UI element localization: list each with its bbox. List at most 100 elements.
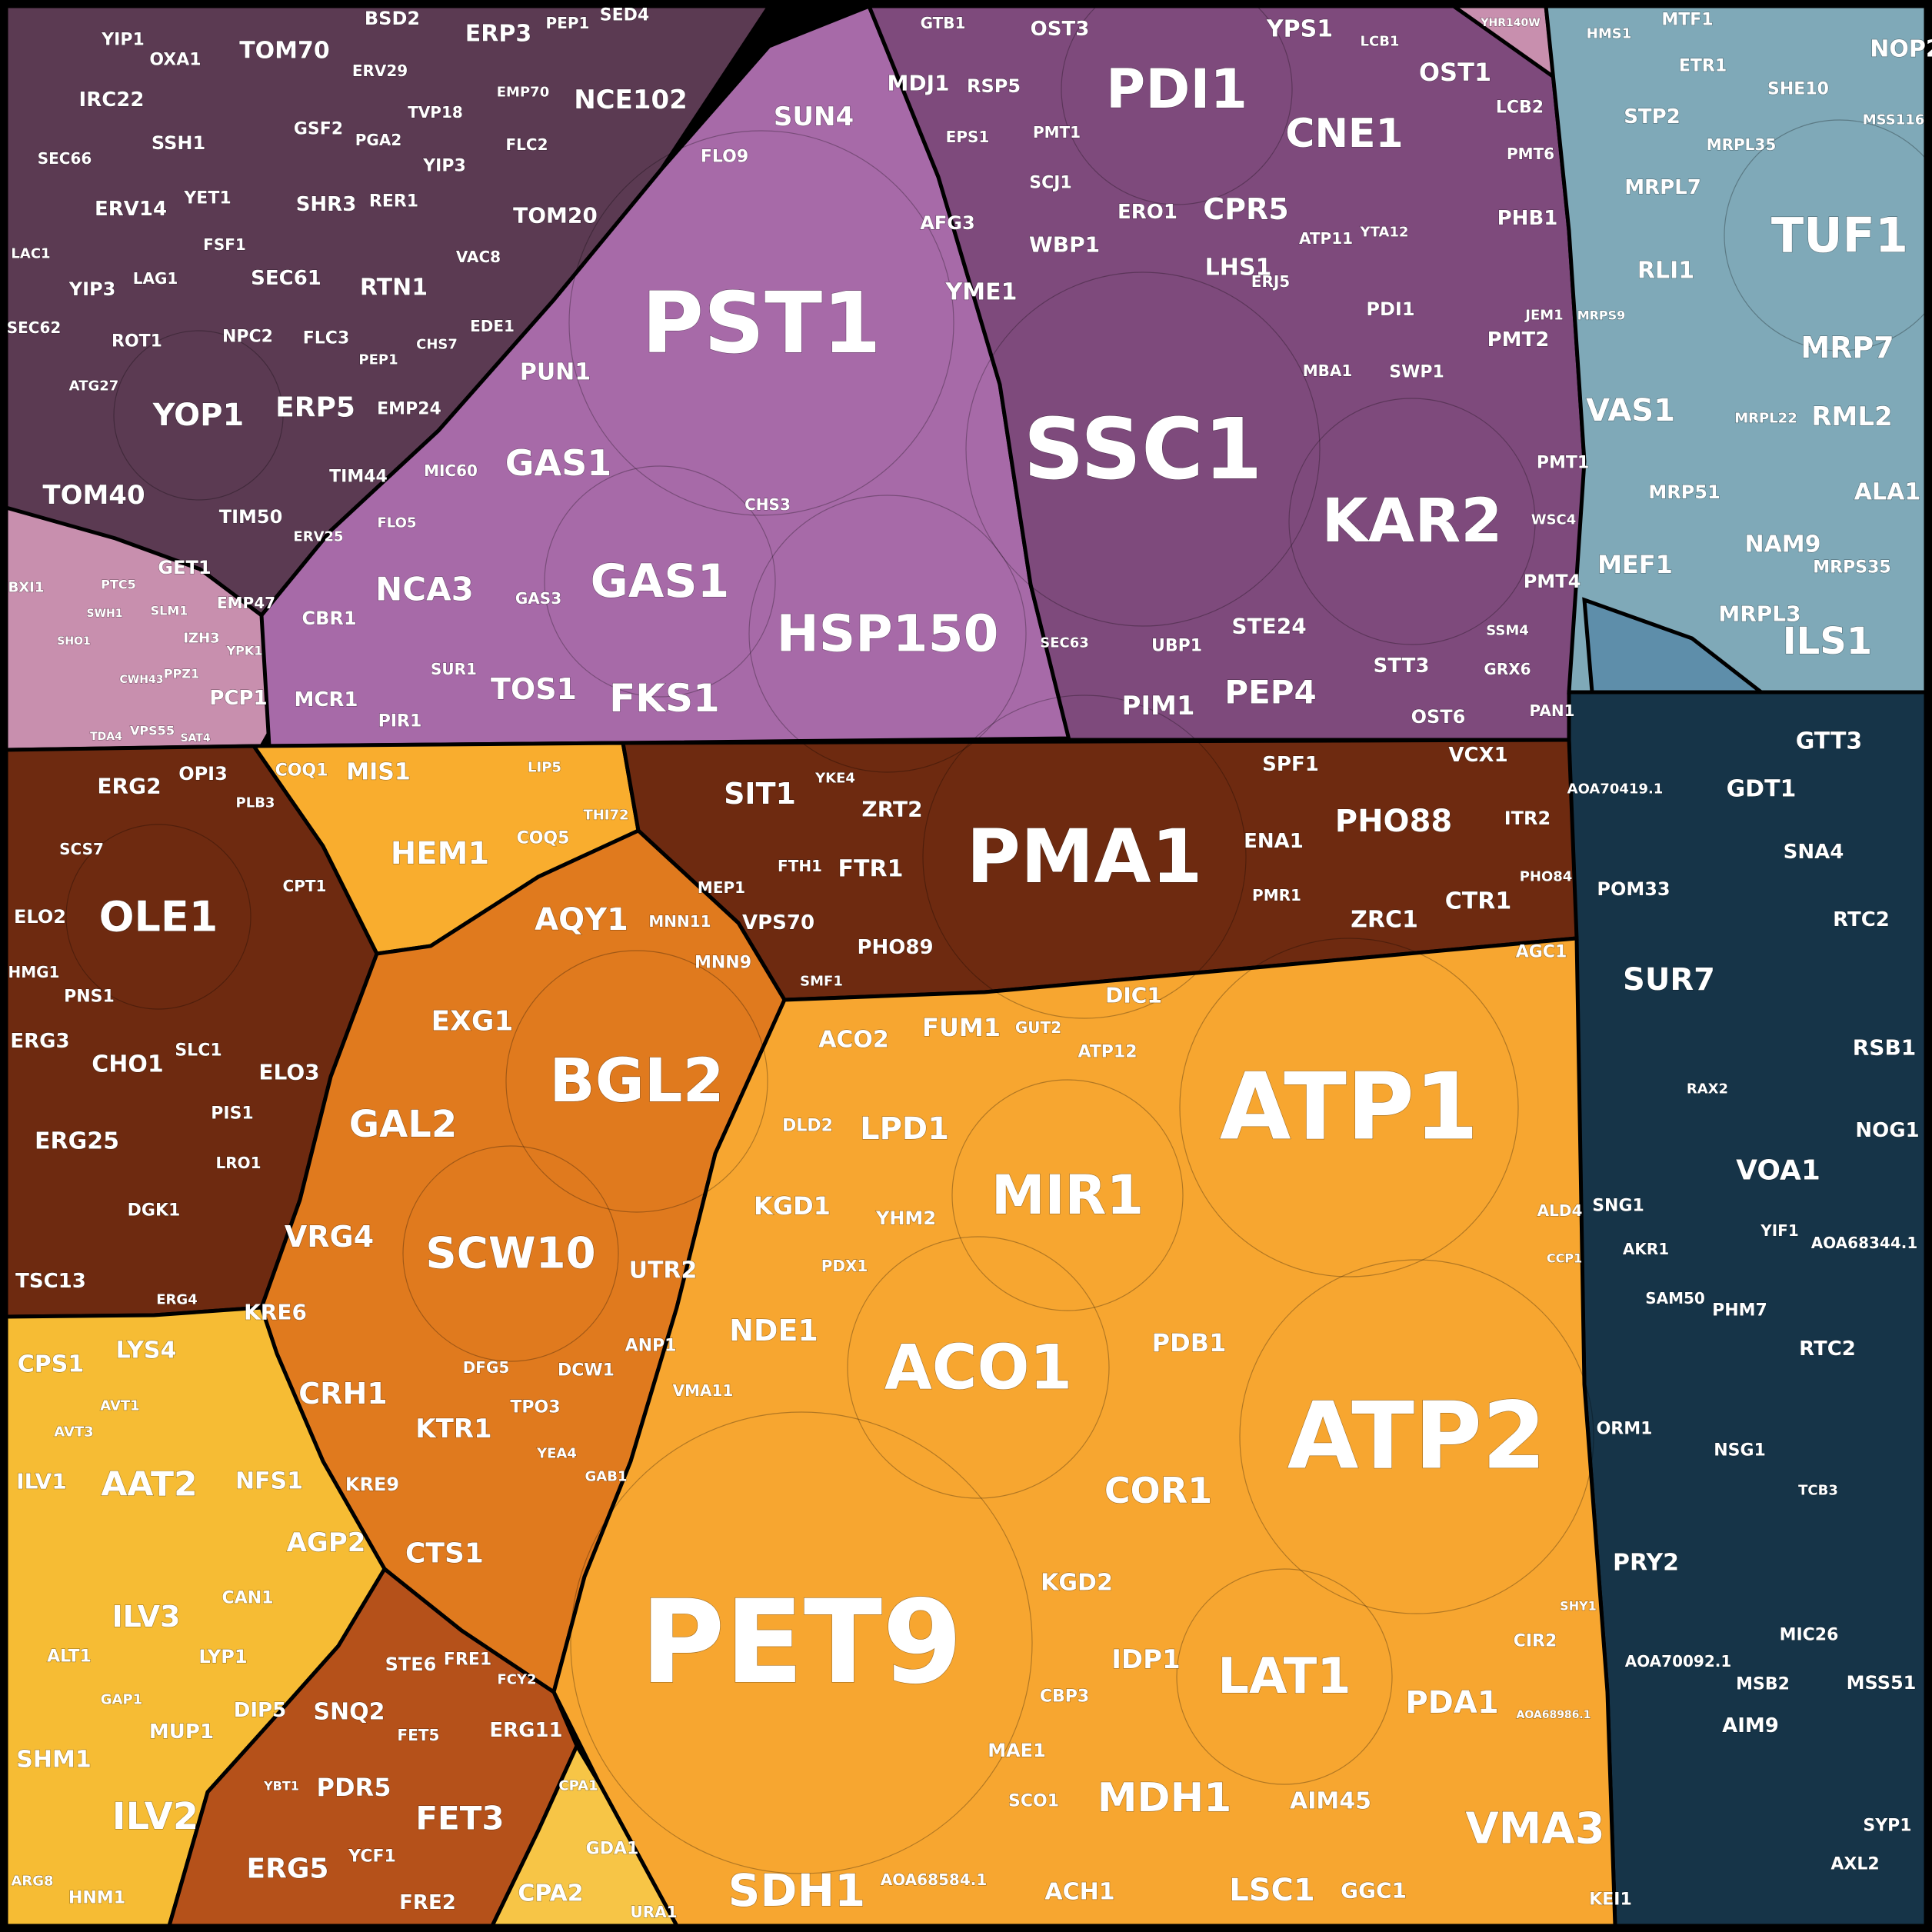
cell-label: YIP3 (68, 278, 116, 300)
cell-label: SHR3 (296, 193, 357, 216)
cell-label: ELO2 (14, 906, 66, 928)
cell-label: ATP12 (1078, 1043, 1137, 1062)
cell-label: ACO2 (818, 1027, 889, 1054)
cell-label: HMS1 (1587, 26, 1631, 42)
cell-label: CPT1 (283, 877, 327, 895)
cell-label: ERG5 (247, 1854, 329, 1885)
cell-label: AOA70419.1 (1567, 781, 1664, 798)
cell-label: PEP1 (546, 14, 590, 32)
cell-label: PLB3 (236, 795, 275, 811)
cell-label: GAL2 (349, 1103, 458, 1146)
cell-label: MSS51 (1847, 1672, 1917, 1694)
cell-label: EMP24 (377, 400, 441, 419)
cell-label: PEP4 (1224, 674, 1316, 711)
cell-label: KGD1 (754, 1191, 831, 1221)
cell-label: AOA70092.1 (1625, 1652, 1732, 1671)
cell-label: PMA1 (967, 814, 1203, 900)
cell-label: WBP1 (1029, 232, 1100, 258)
cell-label: EDE1 (470, 317, 515, 335)
cell-label: PDA1 (1405, 1685, 1498, 1720)
cell-label: EXG1 (431, 1006, 514, 1038)
cell-label: TVP18 (408, 103, 463, 122)
cell-label: MDH1 (1098, 1775, 1232, 1821)
cell-label: TOM70 (239, 38, 330, 65)
cell-label: EMP47 (217, 594, 275, 612)
cell-label: KAR2 (1321, 487, 1502, 556)
cell-label: OST3 (1031, 18, 1090, 41)
cell-label: ERG25 (35, 1128, 119, 1155)
cell-label: HMG1 (8, 963, 60, 981)
cell-label: GRX6 (1484, 660, 1531, 678)
group-regions (4, 3, 1928, 1928)
cell-label: CBR1 (301, 608, 356, 629)
cell-label: TOM40 (42, 480, 145, 511)
cell-label: CPR5 (1203, 192, 1288, 226)
cell-label: SSH1 (152, 132, 205, 154)
cell-label: LIP5 (528, 760, 561, 776)
cell-label: HSP150 (777, 605, 999, 664)
label-group-purple-light: PST1 HSP150 GAS1 GAS1 NCA3 FKS1 TOS1 SUN4 PUN1 CH… (294, 101, 999, 731)
cell-texture (65, 0, 1932, 1874)
cell-label: DGK1 (128, 1201, 181, 1221)
cell-label: UBP1 (1151, 637, 1202, 656)
cell-label: AIM45 (1290, 1788, 1371, 1815)
cell-label: FLO5 (378, 515, 417, 531)
cell-label: PNS1 (64, 988, 115, 1007)
cell-label: ZRC1 (1351, 907, 1418, 934)
cell-label: IRC22 (79, 88, 145, 112)
cell-label: SHE10 (1767, 80, 1829, 99)
cell-label: BSD2 (365, 8, 420, 29)
cell-label: MEP1 (698, 878, 745, 897)
cell-label: GAS3 (515, 589, 561, 608)
cell-label: ERJ5 (1251, 272, 1290, 291)
cell-label: SED4 (600, 6, 649, 25)
cell-label: FLO9 (701, 148, 748, 167)
label-group-rust: FET3 PDR5 ERG5 SNQ2 ERG11 STE6 FRE1 FET5 YCF1 FRE… (246, 1650, 563, 1915)
label-group-brown: PMA1 OLE1 PHO88 SIT1 ZRT2 FTR1 VPS70 PHO89 ZRC1 C… (8, 743, 1573, 1308)
cell-label: VOA1 (1736, 1155, 1820, 1187)
cell-label: TOM20 (513, 203, 598, 228)
cell-label: RSB1 (1853, 1035, 1917, 1061)
cell-label: ARG8 (11, 1874, 53, 1890)
cell-label: TIM44 (329, 468, 388, 487)
cell-label: MRPS35 (1813, 558, 1890, 578)
cell-label: MCR1 (294, 688, 358, 711)
cell-label: DFG5 (463, 1358, 510, 1377)
cell-label: SDH1 (728, 1864, 866, 1917)
cell-label: CRH1 (298, 1377, 387, 1411)
cell-label: ERP5 (275, 392, 355, 424)
cell-label: SSC1 (1024, 400, 1263, 498)
cell-label: LAC1 (11, 246, 50, 262)
cell-label: YOP1 (152, 398, 245, 433)
cell-label: NSG1 (1714, 1441, 1766, 1461)
cell-label: MRP51 (1648, 481, 1720, 503)
cell-label: SNQ2 (313, 1699, 385, 1726)
cell-label: RTC2 (1833, 908, 1890, 931)
cell-label: AAT2 (101, 1465, 197, 1504)
cell-label: YEA4 (536, 1446, 577, 1462)
cell-label: LHS1 (1205, 255, 1272, 281)
cell-label: MAE1 (988, 1740, 1046, 1761)
cell-label: MRPL35 (1707, 135, 1777, 154)
cell-label: SIT1 (724, 777, 796, 811)
cell-label: ATP1 (1220, 1054, 1479, 1161)
cell-label: CPA1 (558, 1778, 598, 1794)
cell-label: LYP1 (198, 1646, 247, 1667)
cell-label: PHO88 (1335, 804, 1452, 839)
cell-label: THI72 (583, 808, 628, 824)
cell-label: PHB1 (1497, 207, 1558, 230)
cell-label: ERV25 (293, 529, 343, 545)
cell-label: LCB2 (1496, 98, 1544, 118)
cell-label: ERG11 (489, 1719, 562, 1742)
cell-label: PPZ1 (164, 667, 199, 681)
cell-label: PDR5 (317, 1773, 391, 1802)
cell-label: ORM1 (1597, 1420, 1653, 1439)
label-group-pale-yellow: CPA2 GDA1 URA1 CPA1 (518, 1777, 678, 1922)
cell-label: YHR140W (1480, 17, 1540, 29)
cell-label: PRY2 (1613, 1550, 1679, 1577)
cell-label: FSF1 (203, 235, 246, 254)
cell-label: MIC60 (424, 461, 478, 480)
cell-label: SEC61 (251, 267, 321, 290)
